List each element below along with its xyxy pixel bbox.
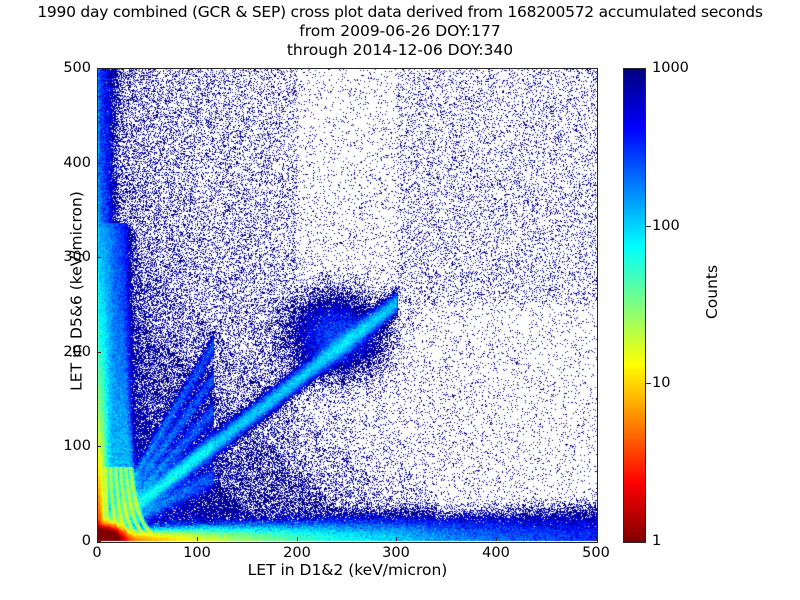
y-tick-label: 500 <box>63 60 91 76</box>
density-scatter-plot <box>98 69 597 542</box>
y-tick <box>97 68 101 69</box>
x-tick <box>596 537 597 541</box>
x-tick <box>496 537 497 541</box>
x-tick <box>396 537 397 541</box>
colorbar-gradient <box>624 69 645 542</box>
y-tick <box>97 446 101 447</box>
colorbar-tick-label: 100 <box>652 218 680 234</box>
y-tick-label: 400 <box>63 155 91 171</box>
x-tick-label: 500 <box>582 545 610 561</box>
y-tick-label: 100 <box>63 438 91 454</box>
x-tick-label: 0 <box>92 545 102 561</box>
colorbar-tick-label: 1000 <box>652 60 689 76</box>
colorbar-tick <box>646 383 651 384</box>
y-tick-label: 200 <box>63 344 91 360</box>
y-tick <box>97 163 101 164</box>
x-tick <box>197 537 198 541</box>
x-tick-label: 200 <box>283 545 311 561</box>
title-line-1: 1990 day combined (GCR & SEP) cross plot… <box>37 3 763 21</box>
y-tick-label: 0 <box>81 533 91 549</box>
x-tick-label: 100 <box>183 545 211 561</box>
title-line-3: through 2014-12-06 DOY:340 <box>286 41 514 59</box>
y-tick <box>97 352 101 353</box>
colorbar-tick-label: 10 <box>652 375 671 391</box>
colorbar-label: Counts <box>703 264 721 320</box>
y-tick <box>97 541 101 542</box>
colorbar-tick-label: 1 <box>652 533 662 549</box>
x-axis-label: LET in D1&2 (keV/micron) <box>247 561 448 579</box>
plot-area <box>97 68 598 543</box>
x-tick-label: 400 <box>482 545 510 561</box>
y-tick <box>97 257 101 258</box>
y-tick-label: 300 <box>63 249 91 265</box>
y-axis-label: LET in D5&6 (keV/micron) <box>67 191 86 391</box>
colorbar-tick <box>646 226 651 227</box>
title-line-2: from 2009-06-26 DOY:177 <box>299 22 501 40</box>
colorbar <box>623 68 646 543</box>
x-tick <box>97 537 98 541</box>
x-tick <box>297 537 298 541</box>
figure-title: 1990 day combined (GCR & SEP) cross plot… <box>0 0 800 60</box>
x-tick-label: 300 <box>382 545 410 561</box>
